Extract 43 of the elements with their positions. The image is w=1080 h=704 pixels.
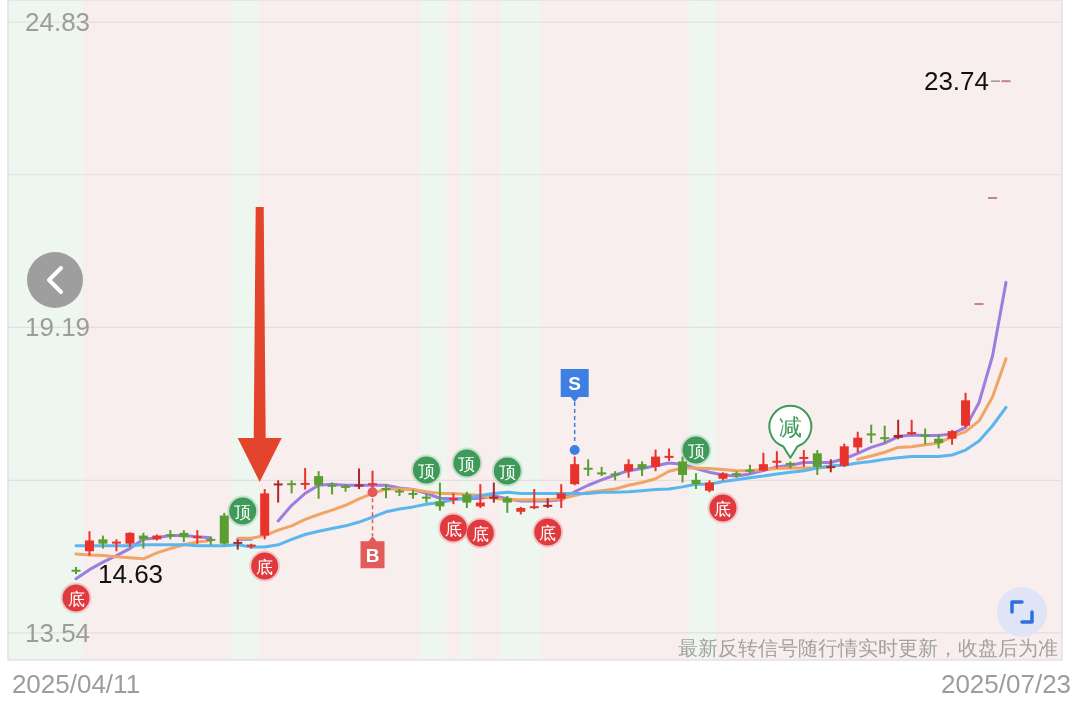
candlestick [1001,80,1011,83]
y-tick-label: 24.83 [25,7,91,38]
annotation: 顶 [687,441,705,461]
annotation: 顶 [234,502,252,522]
annotation: 顶 [458,454,476,474]
candlestick [84,530,94,557]
candlestick [866,423,876,445]
candlestick [812,449,822,476]
annotation: S [568,372,582,394]
candlestick [624,458,634,479]
annotation: 顶 [417,461,435,481]
annotation: 减 [778,413,802,440]
candlestick [974,303,984,306]
candlestick [300,466,310,491]
x-tick-label: 2025/04/11 [11,669,141,699]
annotation: 底 [67,589,85,609]
candlestick [651,448,661,473]
annotation: 底 [444,519,462,539]
candlestick [314,470,324,500]
candlestick [489,481,499,504]
candlestick [354,467,364,491]
candlestick [556,483,566,509]
candlestick [529,488,539,511]
candlestick [273,479,283,504]
candlestick [893,418,903,441]
candlestick [839,442,849,468]
annotation: B [365,544,380,566]
candlestick [570,455,580,487]
candlestick [678,455,688,484]
y-tick-label: 19.19 [25,312,91,343]
candlestick [435,481,445,512]
x-tick-label: 2025/07/23 [940,669,1072,699]
annotation: 底 [256,557,274,577]
annotation: 底 [539,523,557,543]
annotation: 23.74 [923,66,989,97]
candlestick [920,427,930,446]
candlestick [853,430,863,454]
annotation: 底 [714,499,732,519]
annotation: 14.63 [98,558,164,589]
annotation: 底 [471,524,489,544]
y-tick-label: 13.54 [25,617,91,648]
annotation: 最新反转信号随行情实时更新，收盘后为准 [678,637,1058,659]
annotation: 顶 [498,462,516,482]
